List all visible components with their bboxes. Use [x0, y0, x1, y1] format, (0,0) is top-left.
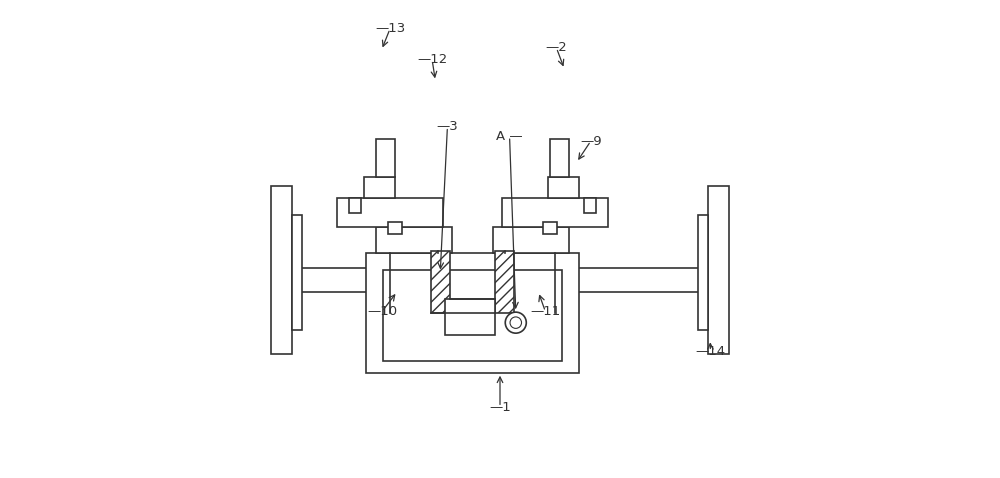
Bar: [543, 222, 557, 234]
Bar: [383, 270, 562, 361]
Circle shape: [505, 312, 526, 333]
Bar: [388, 222, 402, 234]
Bar: [493, 227, 569, 253]
Bar: [431, 251, 450, 313]
Bar: [366, 253, 579, 373]
Bar: [548, 177, 579, 198]
Bar: [376, 139, 395, 177]
Bar: [584, 198, 596, 213]
Text: —9: —9: [580, 134, 602, 148]
Bar: [292, 215, 302, 330]
Bar: [445, 299, 495, 335]
Text: —1: —1: [489, 401, 511, 414]
Circle shape: [510, 317, 522, 328]
Text: —11: —11: [530, 305, 561, 318]
Text: —10: —10: [367, 305, 397, 318]
Bar: [708, 186, 729, 354]
Bar: [271, 186, 292, 354]
Bar: [337, 198, 443, 227]
Bar: [378, 263, 414, 294]
Bar: [349, 198, 361, 213]
Bar: [550, 139, 569, 177]
Bar: [364, 177, 395, 198]
Bar: [502, 198, 608, 227]
Text: —12: —12: [417, 53, 447, 66]
Text: —3: —3: [437, 120, 458, 133]
Text: —14: —14: [695, 345, 725, 358]
Text: A —: A —: [496, 130, 523, 143]
Text: —2: —2: [546, 41, 567, 54]
Bar: [531, 263, 567, 294]
Bar: [698, 215, 708, 330]
Bar: [376, 227, 452, 253]
Text: —13: —13: [375, 22, 405, 35]
Bar: [495, 251, 514, 313]
